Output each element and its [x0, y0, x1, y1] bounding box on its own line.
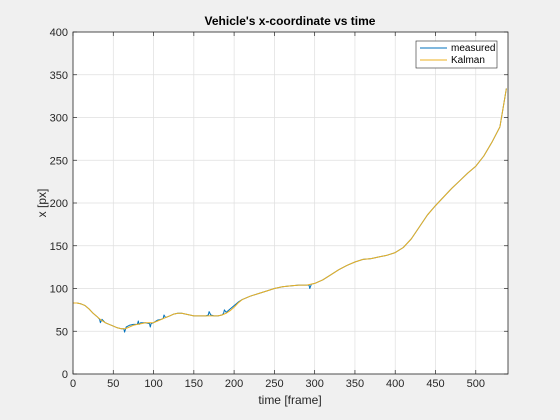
- y-tick-label: 50: [56, 326, 68, 338]
- y-tick-label: 100: [50, 284, 68, 296]
- y-tick-label: 200: [50, 198, 68, 210]
- x-tick-label: 200: [225, 378, 243, 390]
- y-tick-label: 0: [62, 369, 68, 381]
- x-tick-label: 100: [144, 378, 162, 390]
- legend-label-kalman: Kalman: [451, 55, 485, 66]
- x-tick-label: 300: [305, 378, 323, 390]
- x-tick-label: 450: [426, 378, 444, 390]
- y-tick-label: 400: [50, 27, 68, 39]
- x-tick-label: 150: [185, 378, 203, 390]
- legend-box: [415, 40, 498, 69]
- y-axis-label: x [px]: [35, 189, 49, 218]
- x-tick-label: 50: [107, 378, 119, 390]
- y-tick-label: 300: [50, 113, 68, 125]
- x-tick-label: 500: [467, 378, 485, 390]
- chart-title: Vehicle's x-coordinate vs time: [205, 14, 376, 28]
- series-line-kalman: [73, 88, 507, 330]
- y-tick-label: 250: [50, 155, 68, 167]
- x-axis-label: time [frame]: [258, 393, 321, 407]
- series-layer: [73, 88, 507, 333]
- legend: measured Kalman: [415, 40, 498, 69]
- y-tick-label: 350: [50, 70, 68, 82]
- y-tick-label: 150: [50, 241, 68, 253]
- x-tick-label: 400: [386, 378, 404, 390]
- ticks: 0 50 100 150 200 250 300 350 400 450 500 0 50 100 150 2…: [50, 27, 508, 390]
- x-tick-label: 250: [265, 378, 283, 390]
- x-tick-label: 0: [70, 378, 76, 390]
- x-tick-label: 350: [346, 378, 364, 390]
- legend-label-measured: measured: [451, 43, 495, 54]
